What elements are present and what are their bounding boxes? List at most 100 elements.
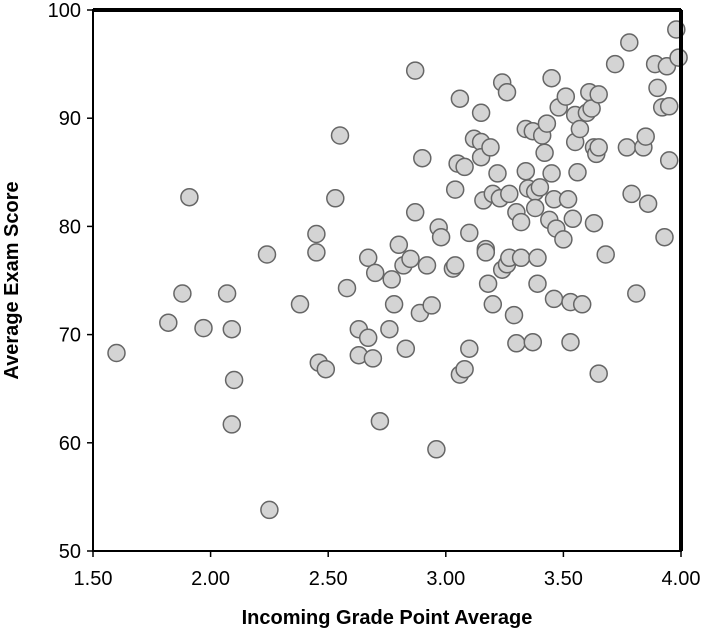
data-point [655,227,674,247]
data-point [589,85,608,104]
data-point [558,190,578,209]
data-point [194,318,213,338]
y-tick-label: 50 [59,541,81,563]
data-point [620,33,639,52]
data-point [307,224,326,244]
data-point [511,212,531,232]
data-point [173,284,192,303]
y-axis-title: Average Exam Score [1,181,23,379]
data-point [528,248,547,268]
data-point [363,349,383,368]
data-point [535,143,554,163]
data-point [478,274,498,293]
data-point [568,163,587,182]
data-point [528,274,547,293]
data-point [636,127,655,146]
data-point [396,339,416,358]
data-point [542,164,561,183]
x-tick-label: 2.00 [191,568,230,590]
data-point [523,332,543,352]
data-point [224,370,244,390]
data-point [455,157,474,177]
data-point [307,243,326,262]
data-point [384,295,404,314]
y-tick-label: 80 [59,216,81,238]
x-tick-label: 3.50 [544,568,583,590]
data-point [605,54,625,74]
data-point [445,256,465,275]
data-point [389,235,409,255]
data-point [596,245,615,264]
data-point [483,295,503,314]
data-point [431,227,451,247]
data-point [638,194,658,213]
data-point [405,61,425,80]
data-point [405,203,425,222]
data-point [445,180,465,199]
data-point [455,359,474,379]
data-point [365,263,385,283]
data-point [511,248,531,268]
data-point [450,89,470,108]
data-point [427,440,446,459]
data-point [500,184,519,204]
data-point [159,313,178,332]
data-point [542,68,561,88]
data-point [413,148,432,168]
x-tick-label: 4.00 [662,568,701,590]
y-tick-label: 100 [48,0,81,22]
data-point [669,48,688,67]
data-point [572,295,592,314]
data-point [370,411,390,431]
data-point [257,245,277,264]
data-point [556,87,576,106]
data-point [326,189,345,208]
x-axis: 1.50 2.00 2.50 3.00 3.50 4.00 [74,551,701,590]
data-point [488,164,507,183]
data-point [460,223,479,243]
data-point [507,334,526,353]
data-point [290,295,310,314]
y-tick-label: 70 [59,325,81,347]
data-point [330,126,350,145]
data-point [516,161,536,181]
data-point [401,249,420,269]
data-point [563,209,583,229]
data-point [537,114,557,133]
data-point [476,243,496,262]
x-tick-label: 2.50 [309,568,348,590]
data-point [422,296,441,315]
data-point [589,138,608,157]
x-axis-title: Incoming Grade Point Average [242,607,533,629]
data-point [659,151,679,170]
data-point [337,278,357,298]
data-point [648,78,667,98]
data-point [589,364,608,383]
data-point [627,284,646,303]
data-point [617,138,637,157]
data-point [222,415,242,434]
data-point [107,343,126,363]
y-axis: 50 60 70 80 90 100 [48,0,93,563]
data-point [544,289,564,309]
data-point [358,248,378,268]
data-point [554,230,573,249]
data-point [217,284,237,303]
data-point [530,178,550,197]
plot-area [107,20,688,520]
data-point [497,82,517,102]
data-point [471,103,491,123]
x-tick-label: 1.50 [74,568,113,590]
data-point [525,198,545,218]
data-point [417,256,437,275]
data-point [570,119,590,139]
data-point [659,97,679,116]
data-point [380,319,399,339]
data-point [561,332,580,352]
data-point [358,328,378,348]
y-tick-label: 90 [59,108,81,130]
y-tick-label: 60 [59,433,81,455]
data-point [504,305,524,325]
data-point [180,187,199,207]
